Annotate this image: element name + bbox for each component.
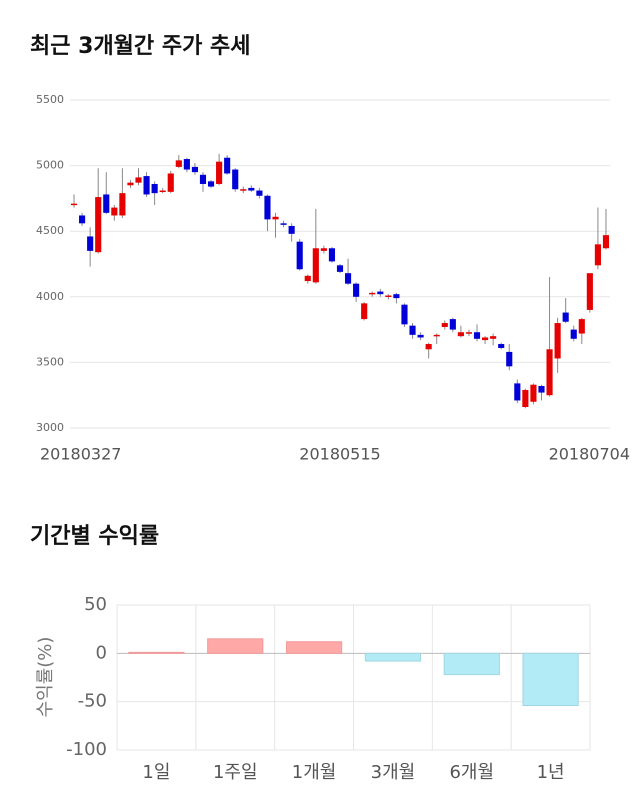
- candle-body: [344, 273, 352, 284]
- candle-body: [328, 248, 336, 262]
- candle-body: [506, 351, 513, 367]
- y-tick-label: 50: [84, 594, 107, 615]
- candle-body: [385, 295, 392, 297]
- candle-body: [353, 283, 360, 297]
- candle-body: [546, 349, 553, 396]
- x-tick-label: 20180704: [549, 445, 630, 464]
- candle-body: [167, 173, 174, 192]
- y-tick-label: 3500: [36, 355, 64, 368]
- candle-body: [207, 181, 215, 187]
- candle-body: [320, 248, 327, 251]
- candle-body: [280, 223, 287, 225]
- candle-body: [264, 195, 271, 220]
- candle-body: [530, 384, 537, 402]
- candle-body: [562, 312, 569, 322]
- y-tick-label: 0: [96, 642, 107, 663]
- candle-body: [111, 207, 118, 216]
- candle-body: [538, 386, 545, 393]
- candle-body: [377, 291, 384, 295]
- candle-body: [409, 325, 416, 335]
- bar: [207, 638, 264, 654]
- candle-body: [433, 334, 440, 337]
- candle-body: [256, 190, 263, 196]
- candle-body: [224, 157, 231, 174]
- bar: [285, 641, 343, 654]
- candle-body: [175, 160, 182, 167]
- candle-body: [70, 203, 78, 206]
- candle-body: [401, 304, 408, 325]
- x-tick-label: 20180327: [40, 445, 121, 464]
- candle-body: [441, 323, 448, 327]
- candle-body: [127, 182, 134, 186]
- candle-body: [473, 332, 481, 339]
- chart-title: 기간별 수익률: [30, 524, 159, 549]
- x-tick-label: 3개월: [371, 762, 416, 783]
- candle-body: [570, 329, 577, 339]
- candle-body: [514, 383, 521, 401]
- candle-body: [465, 332, 473, 334]
- candle-body: [522, 389, 529, 408]
- y-tick-label: 4500: [36, 224, 64, 237]
- x-tick-label: 6개월: [449, 762, 494, 783]
- candle-body: [482, 337, 489, 341]
- candle-body: [95, 197, 102, 253]
- candle-body: [272, 216, 279, 220]
- y-tick-label: 4000: [36, 290, 64, 303]
- candle-body: [417, 334, 424, 338]
- y-tick-label: 3000: [36, 421, 64, 434]
- candle-body: [490, 336, 497, 339]
- candle-body: [143, 176, 150, 195]
- y-tick-label: 5500: [36, 93, 64, 106]
- x-tick-label: 1년: [537, 762, 565, 783]
- candle-body: [393, 294, 400, 299]
- candle-body: [554, 323, 561, 359]
- candle-body: [602, 235, 610, 249]
- candle-body: [578, 319, 585, 334]
- x-tick-label: 20180515: [299, 445, 380, 464]
- candle-body: [103, 194, 110, 213]
- x-tick-label: 1개월: [292, 762, 337, 783]
- bar: [364, 652, 422, 662]
- chart-title: 최근 3개월간 주가 추세: [30, 34, 250, 59]
- candle-body: [369, 292, 376, 295]
- y-axis-label: 수익률(%): [35, 637, 56, 718]
- x-tick-label: 1일: [142, 762, 170, 783]
- candle-body: [159, 190, 166, 193]
- y-tick-label: -100: [66, 739, 107, 760]
- candle-body: [191, 166, 198, 173]
- y-tick-label: 5000: [36, 159, 64, 172]
- candle-body: [119, 193, 126, 216]
- candle-body: [151, 183, 158, 194]
- x-tick-label: 1주일: [213, 762, 258, 783]
- candle-body: [425, 344, 432, 350]
- candle-body: [87, 236, 94, 251]
- candle-body: [199, 174, 207, 184]
- candle-body: [183, 159, 190, 170]
- bar: [128, 651, 185, 654]
- candle-body: [586, 273, 593, 310]
- y-tick-label: -50: [78, 691, 107, 712]
- candle-body: [361, 303, 368, 320]
- candle-body: [248, 187, 255, 191]
- candle-body: [232, 169, 239, 190]
- candle-body: [312, 248, 319, 283]
- candle-body: [79, 215, 86, 224]
- candle-body: [296, 241, 303, 270]
- candle-body: [216, 161, 223, 184]
- candle-body: [304, 275, 311, 282]
- candle-body: [288, 225, 295, 234]
- candle-body: [336, 265, 344, 272]
- candle-body: [594, 244, 601, 266]
- candle-body: [457, 332, 464, 337]
- bar: [443, 652, 500, 676]
- bar: [522, 652, 579, 707]
- candle-body: [240, 189, 247, 191]
- candle-body: [135, 177, 142, 183]
- candle-body: [498, 344, 505, 348]
- candle-body: [449, 319, 456, 330]
